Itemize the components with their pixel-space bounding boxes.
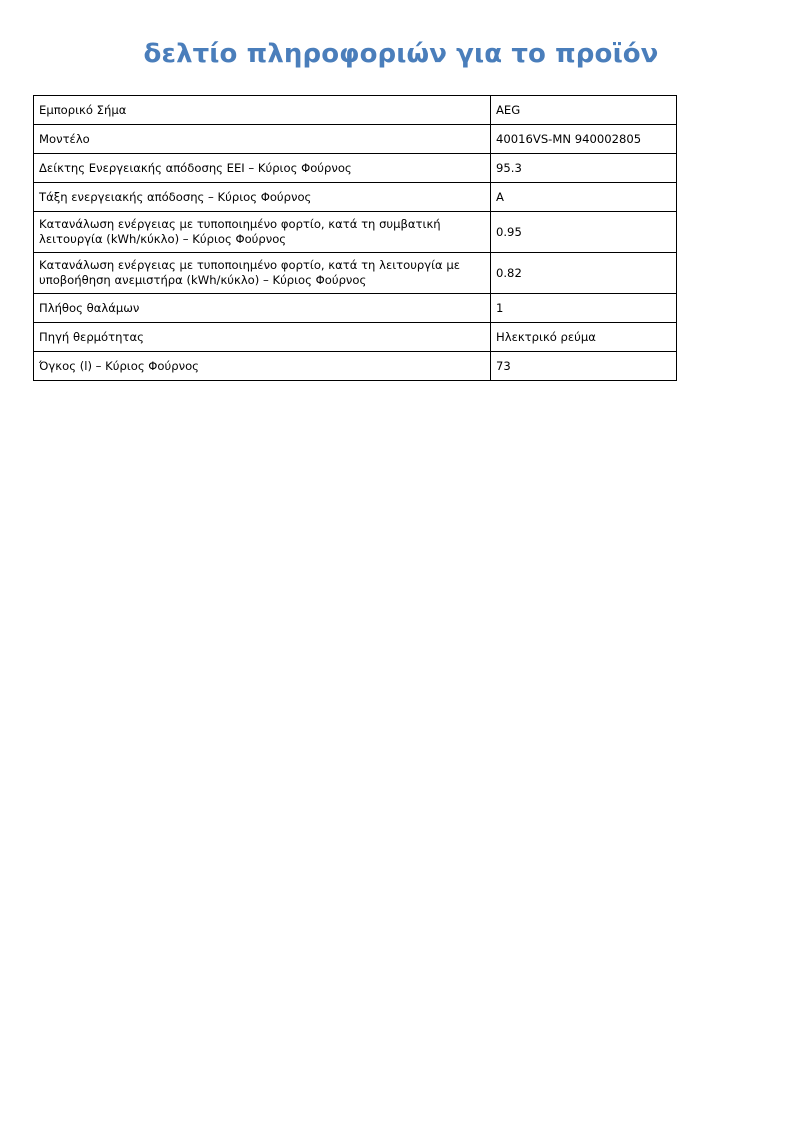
table-cell-label: Πηγή θερμότητας	[33, 322, 491, 352]
table-cell-value: 1	[490, 293, 677, 323]
label-line-2: υποβοήθηση ανεμιστήρα (kWh/κύκλο) – Κύρι…	[39, 273, 367, 287]
label-line-1: Κατανάλωση ενέργειας με τυποποιημένο φορ…	[39, 217, 441, 231]
table-cell-value: 40016VS-MN 940002805	[490, 124, 677, 154]
table-row: Μοντέλο 40016VS-MN 940002805	[33, 124, 677, 154]
table-cell-label: Όγκος (l) – Κύριος Φούρνος	[33, 351, 491, 381]
table-row: Όγκος (l) – Κύριος Φούρνος 73	[33, 351, 677, 381]
label-line-1: Τάξη ενεργειακής απόδοσης – Κύριος Φούρν…	[39, 189, 312, 204]
table-cell-label: Εμπορικό Σήμα	[33, 95, 491, 125]
product-information-table: Εμπορικό Σήμα AEG Μοντέλο 40016VS-MN 940002…	[33, 95, 677, 381]
label-line-1: Εμπορικό Σήμα	[39, 102, 127, 117]
table-row: Τάξη ενεργειακής απόδοσης – Κύριος Φούρν…	[33, 182, 677, 212]
label-line-2: λειτουργία (kWh/κύκλο) – Κύριος Φούρνος	[39, 232, 287, 246]
table-cell-value: 0.82	[490, 252, 677, 294]
table-cell-value: 0.95	[490, 211, 677, 253]
label-line-1: Πηγή θερμότητας	[39, 329, 144, 344]
label-line-1: Κατανάλωση ενέργειας με τυποποιημένο φορ…	[39, 258, 461, 272]
table-cell-value: AEG	[490, 95, 677, 125]
table-cell-label: Κατανάλωση ενέργειας με τυποποιημένο φορ…	[33, 252, 491, 294]
page-title: δελτίο πληροφοριών για το προϊόν	[143, 39, 659, 69]
table-cell-label: Δείκτης Ενεργειακής απόδοσης ΕΕΙ – Κύριο…	[33, 153, 491, 183]
table-row: Κατανάλωση ενέργειας με τυποποιημένο φορ…	[33, 252, 677, 294]
table-cell-value: 73	[490, 351, 677, 381]
table-cell-value: 95.3	[490, 153, 677, 183]
table-row: Δείκτης Ενεργειακής απόδοσης ΕΕΙ – Κύριο…	[33, 153, 677, 183]
table-body: Εμπορικό Σήμα AEG Μοντέλο 40016VS-MN 940002…	[33, 95, 677, 381]
label-line-1: Δείκτης Ενεργειακής απόδοσης ΕΕΙ – Κύριο…	[39, 160, 352, 175]
table-cell-label: Κατανάλωση ενέργειας με τυποποιημένο φορ…	[33, 211, 491, 253]
label-line-1: Πλήθος θαλάμων	[39, 300, 140, 315]
table-cell-label: Πλήθος θαλάμων	[33, 293, 491, 323]
table-cell-label: Μοντέλο	[33, 124, 491, 154]
label-line-1: Μοντέλο	[39, 131, 90, 146]
product-information-table-wrapper: Εμπορικό Σήμα AEG Μοντέλο 40016VS-MN 940002…	[33, 95, 677, 381]
table-row: Εμπορικό Σήμα AEG	[33, 95, 677, 125]
table-row: Πλήθος θαλάμων 1	[33, 293, 677, 323]
table-cell-value: Ηλεκτρικό ρεύμα	[490, 322, 677, 352]
table-cell-label: Τάξη ενεργειακής απόδοσης – Κύριος Φούρν…	[33, 182, 491, 212]
table-cell-value: A	[490, 182, 677, 212]
table-row: Πηγή θερμότητας Ηλεκτρικό ρεύμα	[33, 322, 677, 352]
table-row: Κατανάλωση ενέργειας με τυποποιημένο φορ…	[33, 211, 677, 253]
label-line-1: Όγκος (l) – Κύριος Φούρνος	[39, 358, 199, 373]
